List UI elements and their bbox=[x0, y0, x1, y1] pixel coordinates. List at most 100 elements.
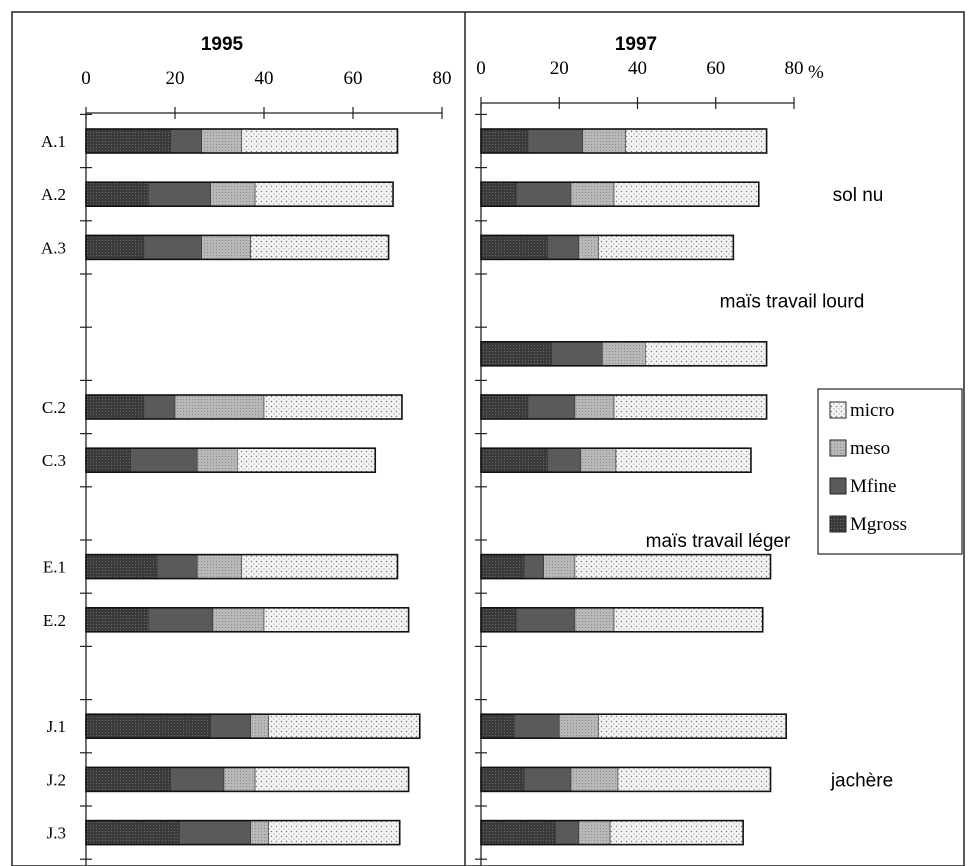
row-label: J.3 bbox=[47, 824, 66, 843]
bar-outline bbox=[85, 181, 394, 207]
bar-segment-mfine bbox=[130, 447, 198, 473]
bar-segment-mfine bbox=[523, 554, 544, 579]
bar-outline bbox=[480, 340, 768, 367]
bars-layer bbox=[85, 128, 787, 846]
legend-swatch-mfine bbox=[829, 477, 847, 495]
bar-segment-micro bbox=[617, 767, 771, 792]
bar-outline bbox=[85, 394, 403, 420]
legend-swatch-meso bbox=[829, 439, 847, 457]
bar-segment-meso bbox=[196, 554, 243, 579]
bar-segment-mgross bbox=[480, 713, 515, 739]
bar-segment-micro bbox=[615, 447, 752, 473]
x-tick-label: 40 bbox=[628, 58, 647, 79]
row-label: A.1 bbox=[41, 132, 66, 151]
bar-segment-mgross bbox=[85, 447, 131, 473]
bar-outline bbox=[480, 181, 760, 207]
row-label: E.1 bbox=[43, 558, 66, 577]
legend-swatch-mgross bbox=[829, 515, 847, 533]
bar-segment-mfine bbox=[170, 767, 225, 792]
bar-segment-meso bbox=[582, 128, 627, 154]
x-tick-label: 0 bbox=[81, 68, 91, 89]
annotations-layer: sol nu maïs travail lourd maïs travail lég… bbox=[646, 185, 894, 791]
bar-segment-meso bbox=[570, 181, 615, 207]
bar-segment-mgross bbox=[85, 607, 149, 633]
bar-segment-mfine bbox=[143, 394, 176, 420]
bar-outline bbox=[85, 447, 377, 474]
bar-segment-mfine bbox=[555, 820, 580, 845]
bar-segment-mfine bbox=[513, 713, 560, 739]
legend-label-meso: meso bbox=[850, 438, 890, 459]
bar-segment-meso bbox=[250, 713, 269, 739]
bar-segment-micro bbox=[254, 767, 409, 792]
legend: micro meso Mfine Mgross bbox=[817, 388, 963, 555]
bar-segment-mgross bbox=[85, 394, 145, 420]
bar-segment-mgross bbox=[85, 128, 171, 154]
bar-segment-mgross bbox=[480, 767, 525, 792]
bar-outline bbox=[480, 553, 772, 580]
bar-outline bbox=[85, 606, 410, 633]
legend-label-mgross: Mgross bbox=[850, 514, 907, 535]
bar-segment-micro bbox=[625, 128, 767, 154]
x-tick-label: 80 bbox=[433, 68, 452, 89]
bar-outline bbox=[85, 234, 390, 261]
bar-outline bbox=[85, 553, 399, 580]
bar-outline bbox=[480, 234, 735, 261]
bar-segment-mfine bbox=[551, 341, 603, 367]
bar-segment-meso bbox=[601, 341, 646, 367]
group-annotation: sol nu bbox=[833, 185, 884, 206]
bar-outline bbox=[85, 819, 401, 846]
row-label: A.3 bbox=[41, 238, 66, 257]
group-annotation: maïs travail léger bbox=[646, 531, 791, 552]
bar-segment-micro bbox=[613, 394, 767, 420]
bar-segment-mgross bbox=[85, 554, 158, 579]
bar-segment-micro bbox=[254, 181, 394, 207]
bar-segment-micro bbox=[598, 235, 734, 260]
bar-segment-mgross bbox=[480, 447, 548, 473]
bar-outline bbox=[480, 766, 772, 793]
bar-segment-mgross bbox=[85, 235, 145, 260]
bar-segment-mfine bbox=[179, 820, 251, 845]
bar-segment-meso bbox=[574, 394, 615, 420]
bar-outline bbox=[85, 128, 399, 154]
bar-segment-mgross bbox=[480, 181, 517, 207]
bar-outline bbox=[480, 447, 752, 474]
bar-segment-micro bbox=[645, 341, 767, 367]
bar-segment-micro bbox=[263, 607, 409, 633]
row-label: C.3 bbox=[42, 451, 66, 470]
bar-segment-mgross bbox=[480, 128, 529, 154]
group-annotation: jachère bbox=[830, 770, 893, 791]
bar-segment-micro bbox=[268, 820, 401, 845]
bar-segment-mgross bbox=[85, 767, 171, 792]
bar-outline bbox=[480, 713, 787, 740]
group-annotation: maïs travail lourd bbox=[720, 292, 865, 313]
x-tick-label: 80 bbox=[785, 58, 804, 79]
panel-title-1995: 1995 bbox=[201, 34, 244, 55]
x-tick-label: 60 bbox=[344, 68, 363, 89]
bar-segment-micro bbox=[241, 554, 398, 579]
bar-segment-mfine bbox=[148, 181, 211, 207]
x-tick-label: 0 bbox=[476, 58, 486, 79]
bar-segment-micro bbox=[609, 820, 744, 845]
x-tick-label: 60 bbox=[706, 58, 725, 79]
bar-segment-meso bbox=[570, 767, 619, 792]
chart-frame bbox=[11, 11, 965, 866]
row-label: A.2 bbox=[41, 185, 66, 204]
bar-segment-mgross bbox=[480, 820, 556, 845]
bar-segment-micro bbox=[268, 713, 421, 739]
bar-segment-meso bbox=[196, 447, 238, 473]
x-tick-label: 40 bbox=[255, 68, 274, 89]
legend-swatch-micro bbox=[829, 401, 847, 419]
bar-segment-mfine bbox=[527, 128, 584, 154]
bar-segment-micro bbox=[613, 607, 764, 633]
bar-segment-meso bbox=[212, 607, 265, 633]
row-label: E.2 bbox=[43, 611, 66, 630]
bar-segment-mgross bbox=[85, 181, 149, 207]
bar-segment-mfine bbox=[527, 394, 576, 420]
bar-segment-meso bbox=[201, 235, 251, 260]
bar-segment-meso bbox=[210, 181, 256, 207]
bar-segment-meso bbox=[223, 767, 256, 792]
bar-outline bbox=[85, 766, 410, 793]
bar-segment-meso bbox=[250, 820, 269, 845]
bar-segment-meso bbox=[578, 820, 611, 845]
